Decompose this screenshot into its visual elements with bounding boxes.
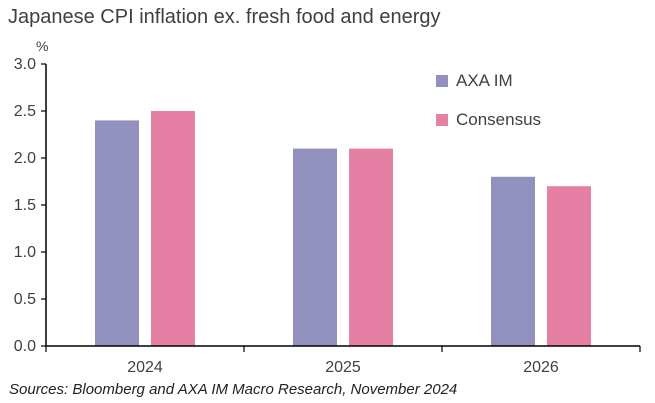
x-tick-label-2025: 2025 xyxy=(325,359,361,376)
bar-consensus-2026 xyxy=(547,186,591,346)
y-tick-label-0.0: 0.0 xyxy=(14,338,36,355)
axes-group xyxy=(41,63,641,352)
legend-swatch-axa xyxy=(436,75,448,87)
tick-labels-group: 0.0 0.5 1.0 1.5 2.0 2.5 3.0 2024 2025 2026 xyxy=(14,56,559,376)
bar-axa-im-2025 xyxy=(293,148,337,346)
bar-axa-im-2026 xyxy=(491,176,535,346)
legend-label-axa: AXA IM xyxy=(456,71,513,90)
y-tick-label-2.0: 2.0 xyxy=(14,150,36,167)
y-tick-label-2.5: 2.5 xyxy=(14,103,36,120)
bars-group xyxy=(95,111,591,347)
legend-item-axa: AXA IM xyxy=(436,71,513,91)
source-note: Sources: Bloomberg and AXA IM Macro Rese… xyxy=(9,381,458,398)
bar-axa-im-2024 xyxy=(95,120,139,347)
bar-consensus-2024 xyxy=(151,111,195,346)
y-tick-label-1.5: 1.5 xyxy=(14,197,36,214)
x-tick-label-2026: 2026 xyxy=(523,359,559,376)
legend-item-consensus: Consensus xyxy=(436,110,541,130)
legend-label-consensus: Consensus xyxy=(456,110,542,129)
y-tick-label-1.0: 1.0 xyxy=(14,244,36,261)
y-axis-unit-label: % xyxy=(36,38,49,54)
legend-swatch-consensus xyxy=(436,114,448,126)
bar-consensus-2025 xyxy=(349,148,393,346)
x-tick-label-2024: 2024 xyxy=(127,359,163,376)
y-tick-label-0.5: 0.5 xyxy=(14,291,36,308)
chart-title: Japanese CPI inflation ex. fresh food an… xyxy=(8,6,441,28)
y-tick-label-3.0: 3.0 xyxy=(14,56,36,73)
